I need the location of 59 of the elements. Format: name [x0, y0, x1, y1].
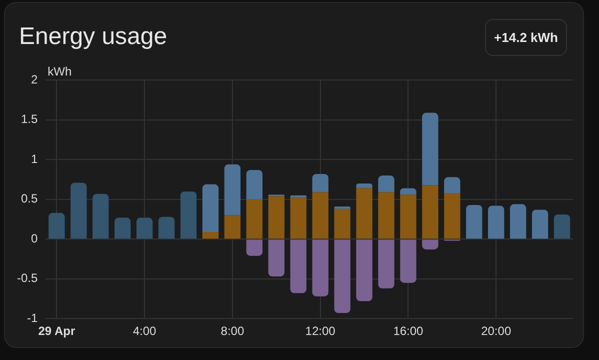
- bar: [356, 188, 372, 239]
- bar: [356, 184, 372, 188]
- chart-title: Energy usage: [19, 23, 168, 51]
- bar: [378, 176, 394, 192]
- x-tick-label: 16:00: [393, 324, 424, 338]
- y-tick-label: -1: [27, 310, 38, 325]
- bar: [334, 208, 350, 239]
- bar: [422, 112, 438, 186]
- bar: [378, 240, 394, 288]
- x-tick-label: 4:00: [132, 324, 157, 338]
- bar: [224, 164, 241, 216]
- bar: [268, 240, 284, 276]
- bar: [158, 216, 175, 239]
- y-tick-label: 1.5: [20, 112, 38, 126]
- bar: [334, 240, 350, 314]
- bar: [488, 206, 504, 239]
- bar: [400, 240, 416, 283]
- bar: [246, 170, 262, 200]
- y-tick-label: 0.5: [20, 192, 38, 206]
- bar: [48, 212, 65, 239]
- bar: [554, 214, 570, 239]
- x-tick-label: 20:00: [481, 324, 512, 338]
- bar: [92, 194, 109, 239]
- bar: [246, 240, 262, 256]
- bar: [444, 193, 460, 239]
- bar: [356, 240, 372, 302]
- bar: [422, 240, 438, 250]
- bar: [224, 215, 241, 239]
- bar: [400, 188, 416, 195]
- bar: [312, 192, 328, 239]
- y-axis-title: kWh: [48, 64, 72, 79]
- bar: [400, 194, 416, 239]
- y-tick-label: -0.5: [16, 271, 38, 286]
- bar: [422, 185, 438, 239]
- y-tick-label: 0: [30, 231, 38, 246]
- x-tick-label: 8:00: [220, 324, 244, 338]
- bar: [246, 199, 262, 239]
- bar: [114, 218, 131, 239]
- bar: [290, 195, 306, 198]
- bar: [180, 191, 197, 239]
- text: +14.2 kWh: [485, 19, 567, 56]
- bar: [378, 192, 394, 239]
- bar: [532, 210, 548, 239]
- bar: [268, 196, 284, 239]
- bar: [202, 232, 219, 239]
- bar: [466, 204, 482, 239]
- y-tick-label: 2: [30, 72, 38, 87]
- x-tick-label: 29 Apr: [38, 324, 76, 338]
- bar: [312, 240, 328, 296]
- bar: [444, 177, 460, 194]
- bar: [290, 240, 306, 294]
- bar: [290, 198, 306, 239]
- bar: [70, 182, 87, 239]
- bar: [510, 204, 526, 239]
- bar: [136, 218, 153, 239]
- bar: [312, 174, 328, 192]
- bar: [202, 184, 219, 232]
- x-tick-label: 12:00: [305, 324, 336, 338]
- y-tick-label: 1: [30, 152, 38, 166]
